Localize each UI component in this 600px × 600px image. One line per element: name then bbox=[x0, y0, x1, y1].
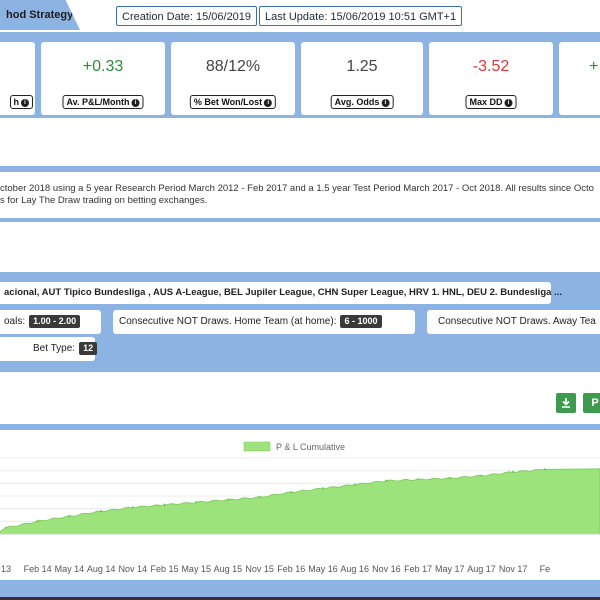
x-tick-label: Nov 15 bbox=[245, 564, 274, 574]
data-point bbox=[321, 487, 325, 490]
bottom-strip bbox=[0, 580, 600, 600]
description-line-1: ctober 2018 using a 5 year Research Peri… bbox=[0, 183, 594, 194]
data-point bbox=[385, 479, 388, 482]
leagues-filter[interactable]: acional, AUT Tipico Bundesliga , AUS A-L… bbox=[0, 282, 562, 304]
x-tick-label: Nov 16 bbox=[372, 564, 401, 574]
x-tick-label: May 16 bbox=[308, 564, 338, 574]
goals-filter[interactable]: oals: 1.00 - 2.00 bbox=[0, 310, 101, 334]
data-point bbox=[68, 515, 71, 518]
x-tick-label: Aug 17 bbox=[467, 564, 496, 574]
strategy-description: ctober 2018 using a 5 year Research Peri… bbox=[0, 183, 600, 213]
x-tick-label: May 15 bbox=[181, 564, 211, 574]
data-point bbox=[512, 470, 515, 474]
stat-label: Max DD i bbox=[465, 95, 517, 109]
data-point bbox=[36, 520, 39, 523]
download-icon bbox=[562, 398, 570, 408]
data-point bbox=[480, 474, 483, 477]
bet-type-filter[interactable]: Bet Type: 12 bbox=[0, 337, 98, 361]
stat-label: Av. P&L/Month i bbox=[62, 95, 144, 109]
blank-panel bbox=[0, 118, 600, 166]
data-point bbox=[4, 526, 8, 529]
away-consecutive-filter[interactable]: Consecutive NOT Draws. Away Tea bbox=[427, 310, 600, 334]
x-tick-label: Aug 14 bbox=[87, 564, 116, 574]
download-button[interactable] bbox=[556, 393, 576, 413]
data-point bbox=[416, 478, 420, 481]
description-panel bbox=[0, 172, 600, 218]
x-tick-label: Feb 16 bbox=[277, 564, 305, 574]
stat-card-max-dd: -3.52 Max DD i bbox=[429, 42, 553, 115]
x-tick-label: May 14 bbox=[55, 564, 85, 574]
goals-value-chip: 1.00 - 2.00 bbox=[29, 314, 81, 328]
legend-label: P & L Cumulative bbox=[276, 442, 345, 452]
data-point bbox=[195, 501, 198, 504]
description-line-2: s for Lay The Draw trading on betting ex… bbox=[0, 195, 208, 206]
info-icon[interactable]: i bbox=[504, 98, 513, 107]
x-tick-label: Feb 15 bbox=[150, 564, 178, 574]
bet-type-value-chip: 12 bbox=[79, 341, 98, 355]
x-tick-label: Nov 17 bbox=[499, 564, 528, 574]
strategy-tab[interactable]: hod Strategy bbox=[0, 0, 80, 30]
stat-value: -3.52 bbox=[472, 58, 510, 75]
stat-value: 88/12% bbox=[205, 58, 261, 75]
stat-value: + bbox=[589, 58, 599, 75]
data-point bbox=[543, 468, 547, 471]
pl-cumulative-area[interactable] bbox=[0, 468, 600, 535]
info-icon[interactable]: i bbox=[21, 98, 29, 107]
pl-chart-container: P & L Cumulative 13 Feb 14 May 14 Aug 14 Nov … bbox=[0, 430, 600, 580]
stat-value: +0.33 bbox=[82, 58, 124, 75]
filters-panel: acional, AUT Tipico Bundesliga , AUS A-L… bbox=[0, 276, 600, 370]
data-point bbox=[448, 477, 451, 480]
p-button[interactable]: P bbox=[583, 393, 600, 413]
data-point bbox=[99, 510, 103, 513]
stat-value: 1.25 bbox=[346, 58, 378, 75]
data-point bbox=[353, 483, 356, 486]
bottom-border bbox=[0, 597, 600, 600]
x-tick-label: Aug 15 bbox=[214, 564, 243, 574]
x-tick-label: Fe bbox=[540, 564, 551, 574]
x-tick-label: Feb 17 bbox=[404, 564, 432, 574]
creation-date-badge: Creation Date: 15/06/2019 bbox=[116, 6, 258, 26]
data-point bbox=[163, 503, 166, 507]
x-tick-label: Aug 16 bbox=[340, 564, 369, 574]
stat-card-avg-odds: 1.25 Avg. Odds i bbox=[301, 42, 423, 115]
top-header: hod Strategy Creation Date: 15/06/2019 L… bbox=[0, 0, 600, 32]
x-tick-label: Nov 14 bbox=[119, 564, 148, 574]
stat-card-bet-won-lost: 88/12% % Bet Won/Lost i bbox=[171, 42, 295, 115]
blank-panel-2 bbox=[0, 222, 600, 272]
legend-swatch[interactable] bbox=[243, 441, 271, 452]
home-value-chip: 6 - 1000 bbox=[340, 314, 382, 328]
info-icon[interactable]: i bbox=[131, 98, 140, 107]
stat-card-partial-right: + bbox=[559, 42, 600, 115]
stat-label: Avg. Odds i bbox=[330, 95, 394, 109]
x-tick-label: May 17 bbox=[435, 564, 465, 574]
stat-card-avg-pl-month: +0.33 Av. P&L/Month i bbox=[41, 42, 165, 115]
home-consecutive-filter[interactable]: Consecutive NOT Draws. Home Team (at hom… bbox=[113, 310, 415, 334]
last-update-badge: Last Update: 15/06/2019 10:51 GMT+1 bbox=[259, 6, 463, 26]
data-point bbox=[290, 491, 293, 494]
actions-panel bbox=[0, 372, 600, 424]
data-point bbox=[258, 496, 261, 499]
data-point bbox=[131, 506, 134, 509]
x-tick-label: 13 bbox=[1, 564, 11, 574]
info-icon[interactable]: i bbox=[381, 98, 390, 107]
stat-label: % Bet Won/Lost i bbox=[189, 95, 277, 109]
x-tick-label: Feb 14 bbox=[24, 564, 52, 574]
data-point bbox=[226, 498, 230, 501]
info-icon[interactable]: i bbox=[264, 98, 273, 107]
